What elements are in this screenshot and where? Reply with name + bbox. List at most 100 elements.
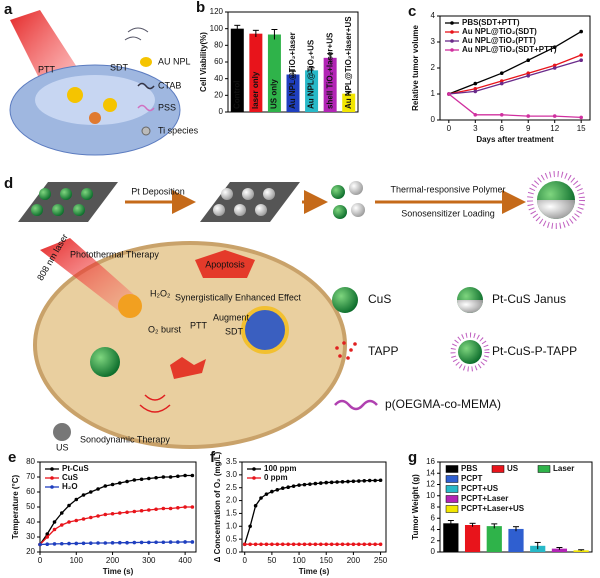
legend-text: Au NPL@TiO₂(SDT+PTT) xyxy=(462,45,557,54)
data-point xyxy=(367,542,372,547)
y-tick-label: 80 xyxy=(214,40,223,49)
series-line xyxy=(448,31,582,95)
y-tick-label: 4 xyxy=(431,11,436,20)
data-point xyxy=(579,29,583,34)
data-point xyxy=(74,497,79,502)
y-tick-label: 1.5 xyxy=(226,509,238,518)
data-point xyxy=(190,473,195,478)
data-point xyxy=(168,540,173,544)
data-point xyxy=(96,514,100,518)
y-tick-label: 2.5 xyxy=(226,483,238,492)
legend-icon xyxy=(458,340,482,364)
x-tick-label: 0 xyxy=(38,556,43,565)
data-point xyxy=(67,541,71,546)
panel-label: d xyxy=(4,175,13,192)
data-point xyxy=(357,542,361,547)
data-point xyxy=(161,475,166,479)
legend-text: CuS xyxy=(368,292,391,306)
y-tick-label: 80 xyxy=(26,457,35,466)
data-point xyxy=(88,490,93,494)
x-tick-label: 200 xyxy=(347,556,361,565)
data-point xyxy=(183,540,187,544)
x-tick-label: Control xyxy=(232,81,241,109)
series-line xyxy=(39,541,193,546)
legend-text: Ti species xyxy=(158,125,199,135)
x-tick-label: 9 xyxy=(526,124,531,133)
panel-label: g xyxy=(408,449,417,466)
bar xyxy=(464,525,481,552)
x-tick-label: 300 xyxy=(142,556,156,565)
data-point xyxy=(125,510,129,515)
legend-swatch xyxy=(445,495,459,503)
data-point xyxy=(67,520,71,524)
y-tick-label: 4 xyxy=(431,525,436,534)
legend-text: PBS(SDT+PTT) xyxy=(462,18,520,27)
label: SDT xyxy=(225,326,244,336)
organelle xyxy=(241,306,289,354)
legend-marker xyxy=(252,467,256,471)
panel-label: e xyxy=(8,449,16,466)
legend-swatch xyxy=(445,465,459,473)
y-tick-label: 3.5 xyxy=(226,457,238,466)
data-point xyxy=(110,482,115,487)
data-point xyxy=(154,475,158,480)
data-point xyxy=(74,518,79,523)
nanoparticle xyxy=(103,98,117,112)
data-point xyxy=(103,541,108,545)
janus-array xyxy=(213,188,275,216)
data-point xyxy=(302,542,307,547)
data-point xyxy=(132,478,137,482)
y-tick-label: 50 xyxy=(26,502,35,511)
data-point xyxy=(526,71,531,75)
data-point xyxy=(280,542,285,547)
bar xyxy=(249,33,263,112)
legend-marker xyxy=(450,39,454,43)
y-tick-label: 2 xyxy=(431,536,436,545)
legend-text: US xyxy=(507,464,519,473)
data-point xyxy=(74,541,79,546)
x-tick-label: laser only xyxy=(251,71,260,109)
data-point xyxy=(259,542,263,547)
y-tick-label: 20 xyxy=(26,547,35,556)
data-point xyxy=(52,542,57,546)
data-point xyxy=(291,484,296,488)
data-point xyxy=(139,540,144,545)
data-point xyxy=(362,478,367,483)
data-point xyxy=(176,540,180,544)
legend-text: 0 ppm xyxy=(264,473,288,482)
legend-icon xyxy=(137,82,155,90)
data-point xyxy=(264,542,269,547)
data-point xyxy=(147,508,151,512)
series-line xyxy=(39,474,193,545)
label: US xyxy=(56,442,69,452)
data-point xyxy=(340,542,345,547)
label: O₂ burst xyxy=(148,324,182,334)
legend-marker xyxy=(450,48,454,52)
y-tick-label: 14 xyxy=(426,468,435,477)
legend-marker xyxy=(50,476,54,480)
data-point xyxy=(88,541,93,545)
legend-icon xyxy=(450,332,490,372)
y-tick-label: 0 xyxy=(431,115,436,124)
legend-text: Au NPL@TiO₂(PTT) xyxy=(462,36,536,45)
y-axis-label: Cell Viability(%) xyxy=(199,32,208,92)
y-tick-label: 40 xyxy=(26,517,35,526)
step-label: Sonosensitizer Loading xyxy=(401,208,495,218)
y-tick-label: 0.5 xyxy=(226,534,238,543)
x-tick-label: 100 xyxy=(292,556,306,565)
data-point xyxy=(367,478,372,483)
legend-marker xyxy=(252,476,256,480)
x-axis-label: Days after treatment xyxy=(476,135,554,144)
step-label: Thermal-responsive Polymer xyxy=(390,184,505,194)
data-point xyxy=(88,515,93,520)
legend-marker xyxy=(450,21,454,25)
data-point xyxy=(499,71,504,75)
legend-text: Pt-CuS xyxy=(62,464,89,473)
data-point xyxy=(473,87,478,91)
series-line xyxy=(448,54,582,95)
data-point xyxy=(324,542,329,547)
label: SDT xyxy=(110,62,129,72)
x-tick-label: 250 xyxy=(374,556,388,565)
data-point xyxy=(81,493,86,497)
y-tick-label: 16 xyxy=(426,457,435,466)
